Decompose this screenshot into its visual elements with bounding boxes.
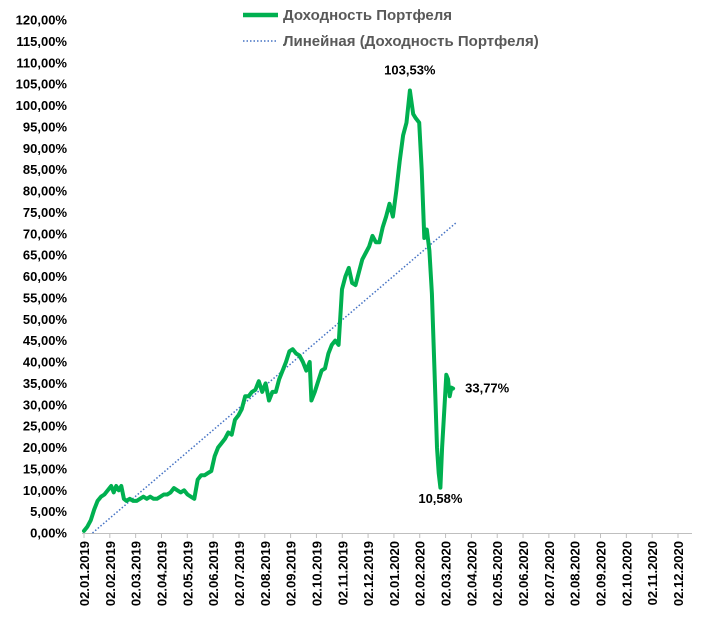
x-tick-label: 02.09.2019 <box>284 541 299 606</box>
x-tick-label: 02.04.2020 <box>464 541 479 606</box>
x-tick-label: 02.07.2019 <box>232 541 247 606</box>
y-tick-label: 20,00% <box>23 440 68 455</box>
series-line-linear-trend <box>91 222 457 534</box>
x-tick-label: 02.03.2019 <box>129 541 144 606</box>
y-tick-label: 5,00% <box>30 504 67 519</box>
y-tick-label: 95,00% <box>23 119 68 134</box>
x-tick-label: 02.01.2020 <box>387 541 402 606</box>
data-label: 103,53% <box>384 62 436 77</box>
y-tick-label: 120,00% <box>16 13 68 28</box>
data-label: 10,58% <box>418 491 463 506</box>
x-tick-label: 02.07.2020 <box>542 541 557 606</box>
y-tick-label: 75,00% <box>23 205 68 220</box>
y-tick-label: 25,00% <box>23 419 68 434</box>
x-tick-label: 02.11.2020 <box>645 541 660 605</box>
x-tick-label: 02.01.2019 <box>77 541 92 606</box>
x-tick-label: 02.04.2019 <box>154 541 169 606</box>
annotations-layer: 103,53% 33,77% 10,58% <box>384 62 509 505</box>
y-tick-label: 0,00% <box>30 526 67 541</box>
y-tick-label: 115,00% <box>16 34 67 49</box>
legend-label-linear-trend: Линейная (Доходность Портфеля) <box>283 33 539 50</box>
legend-label-portfolio-return: Доходность Портфеля <box>283 7 452 24</box>
y-tick-label: 35,00% <box>23 376 68 391</box>
y-tick-label: 85,00% <box>23 162 68 177</box>
y-tick-label: 30,00% <box>23 397 68 412</box>
y-tick-label: 80,00% <box>23 184 68 199</box>
x-tick-label: 02.05.2020 <box>490 541 505 606</box>
y-tick-label: 45,00% <box>23 333 68 348</box>
y-tick-label: 55,00% <box>23 290 68 305</box>
series-layer <box>82 88 457 534</box>
y-tick-label: 10,00% <box>23 483 68 498</box>
data-label: 33,77% <box>465 381 510 396</box>
legend: Доходность Портфеля Линейная (Доходность… <box>243 7 539 50</box>
y-tick-label: 100,00% <box>16 98 68 113</box>
x-tick-label: 02.06.2020 <box>516 541 531 606</box>
y-tick-label: 105,00% <box>16 77 68 92</box>
y-tick-label: 110,00% <box>16 55 67 70</box>
x-tick-label: 02.02.2019 <box>103 541 118 606</box>
x-tick-label: 02.05.2019 <box>180 541 195 606</box>
x-tick-label: 02.06.2019 <box>206 541 221 606</box>
y-tick-label: 90,00% <box>23 141 68 156</box>
x-tick-label: 02.10.2019 <box>309 541 324 606</box>
x-tick-label: 02.03.2020 <box>439 541 454 606</box>
x-tick-label: 02.09.2020 <box>594 541 609 606</box>
x-tick-label: 02.10.2020 <box>619 541 634 606</box>
x-tick-label: 02.11.2019 <box>335 541 350 605</box>
y-tick-label: 50,00% <box>23 312 68 327</box>
x-tick-label: 02.12.2019 <box>361 541 376 606</box>
x-axis-ticks: 02.01.2019 02.02.2019 02.03.2019 02.04.2019… <box>77 533 686 606</box>
x-tick-label: 02.02.2020 <box>413 541 428 606</box>
x-tick-label: 02.12.2020 <box>671 541 686 606</box>
y-axis-ticks: 0,00% 5,00% 10,00% 15,00% 20,00% 25,00% 30,00%… <box>16 13 68 541</box>
y-tick-label: 40,00% <box>23 355 68 370</box>
y-tick-label: 15,00% <box>23 461 68 476</box>
series-line-portfolio-return <box>82 88 456 533</box>
y-tick-label: 65,00% <box>23 248 68 263</box>
x-tick-label: 02.08.2019 <box>258 541 273 606</box>
x-tick-label: 02.08.2020 <box>568 541 583 606</box>
y-tick-label: 70,00% <box>23 226 68 241</box>
y-tick-label: 60,00% <box>23 269 68 284</box>
